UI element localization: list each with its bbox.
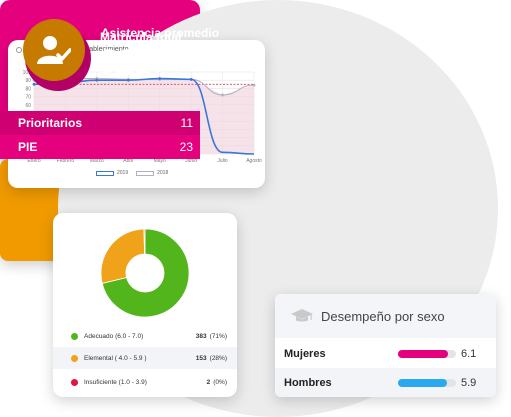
sex-value-hombres: 5.9 [461,376,477,389]
donut-slice-1[interactable] [100,228,145,284]
prioritarios-value: 11 [180,116,193,130]
x-tick-label: Julio [217,158,228,164]
y-tick-label: 90 [25,78,31,84]
data-point-2018 [252,83,256,87]
sex-row-mujeres: Mujeres 6.1 [275,339,496,368]
avg-attendance-value: 89% [100,43,165,79]
level-label-elemental: Elemental ( 4.0 - 5.9 ) [84,354,147,362]
user-check-icon [37,36,71,64]
enrollment-row-pie: PIE 23 [0,135,200,159]
performance-by-sex-title: Desempeño por sexo [321,308,445,324]
level-count-elemental: 153 [195,354,207,362]
level-label-adecuado: Adecuado (6.0 - 7.0) [84,332,144,340]
pie-label: PIE [18,140,38,154]
legend-item-2019[interactable]: 2019 [96,170,128,176]
clock-icon [16,46,22,53]
donut-slice-2[interactable] [143,228,146,255]
level-pct-elemental: (28%) [209,354,227,362]
level-count-insuficiente: 2 [206,378,211,386]
x-tick-label: Febrero [57,158,75,164]
level-row-elemental: Elemental ( 4.0 - 5.9 ) 153 (28%) [53,347,237,369]
sex-label-mujeres: Mujeres [284,347,326,360]
legend-swatch-2019 [96,170,114,176]
level-row-adecuado: Adecuado (6.0 - 7.0) 383 (71%) [53,325,237,347]
legend-item-2018[interactable]: 2018 [136,170,168,176]
prioritarios-label: Prioritarios [18,116,83,130]
performance-by-sex-card: Desempeño por sexo Mujeres 6.1 Hombres 5… [275,294,496,397]
y-tick-label: 100 [23,70,32,76]
level-row-insuficiente: Insuficiente (1.0 - 3.9) 2 (0%) [53,371,237,393]
avg-attendance-label: Asistencia promedio [101,26,220,40]
data-point-2019 [189,77,193,81]
legend-label-2018: 2018 [157,170,169,176]
level-dot-elemental [71,354,78,362]
sex-bar-track-hombres [398,378,456,387]
enrollment-row-prioritarios: Prioritarios 11 [0,111,200,135]
level-label-insuficiente: Insuficiente (1.0 - 3.9) [84,378,147,386]
data-point-2019 [126,78,130,82]
performance-donut-chart [100,228,190,318]
y-tick-label: 70 [25,95,31,101]
legend-label-2019: 2019 [117,170,129,176]
sex-value-mujeres: 6.1 [461,347,477,360]
y-tick-label: 60 [25,103,31,109]
sex-bar-fill-mujeres [398,349,449,358]
attendance-legend: 2019 2018 [96,170,168,176]
level-count-adecuado: 383 [195,332,207,340]
y-tick-label: 80 [25,86,31,92]
sex-bar-fill-hombres [398,378,447,387]
x-tick-label: Junio [185,158,197,164]
level-dot-adecuado [71,332,78,340]
enrollment-value: 726 [98,46,152,82]
sex-label-hombres: Hombres [284,376,332,389]
data-point-2019 [158,77,162,80]
pie-value: 23 [179,140,193,154]
avg-attendance-icon-circle [23,19,85,81]
x-tick-label: Marzo [90,158,104,164]
x-tick-label: Agosto [246,158,262,164]
data-point-2018 [221,93,224,97]
sex-bar-track-mujeres [398,349,456,358]
graduation-cap-icon [291,309,313,322]
enrollment-label: Matrícula total [100,30,182,44]
level-dot-insuficiente [71,378,78,386]
performance-levels-card: Adecuado (6.0 - 7.0) 383 (71%) Elemental… [53,213,237,397]
level-pct-insuficiente: (0%) [213,378,227,386]
x-tick-label: Mayo [154,158,166,164]
x-tick-label: Enero [27,158,41,164]
data-point-2019 [95,78,99,82]
level-pct-adecuado: (71%) [209,332,227,340]
donut-slice-0[interactable] [101,228,190,318]
data-point-2019 [32,82,36,86]
legend-swatch-2018 [136,170,155,176]
x-tick-label: Abril [123,158,133,164]
sex-row-hombres: Hombres 5.9 [275,368,496,397]
performance-by-sex-header: Desempeño por sexo [275,294,496,338]
